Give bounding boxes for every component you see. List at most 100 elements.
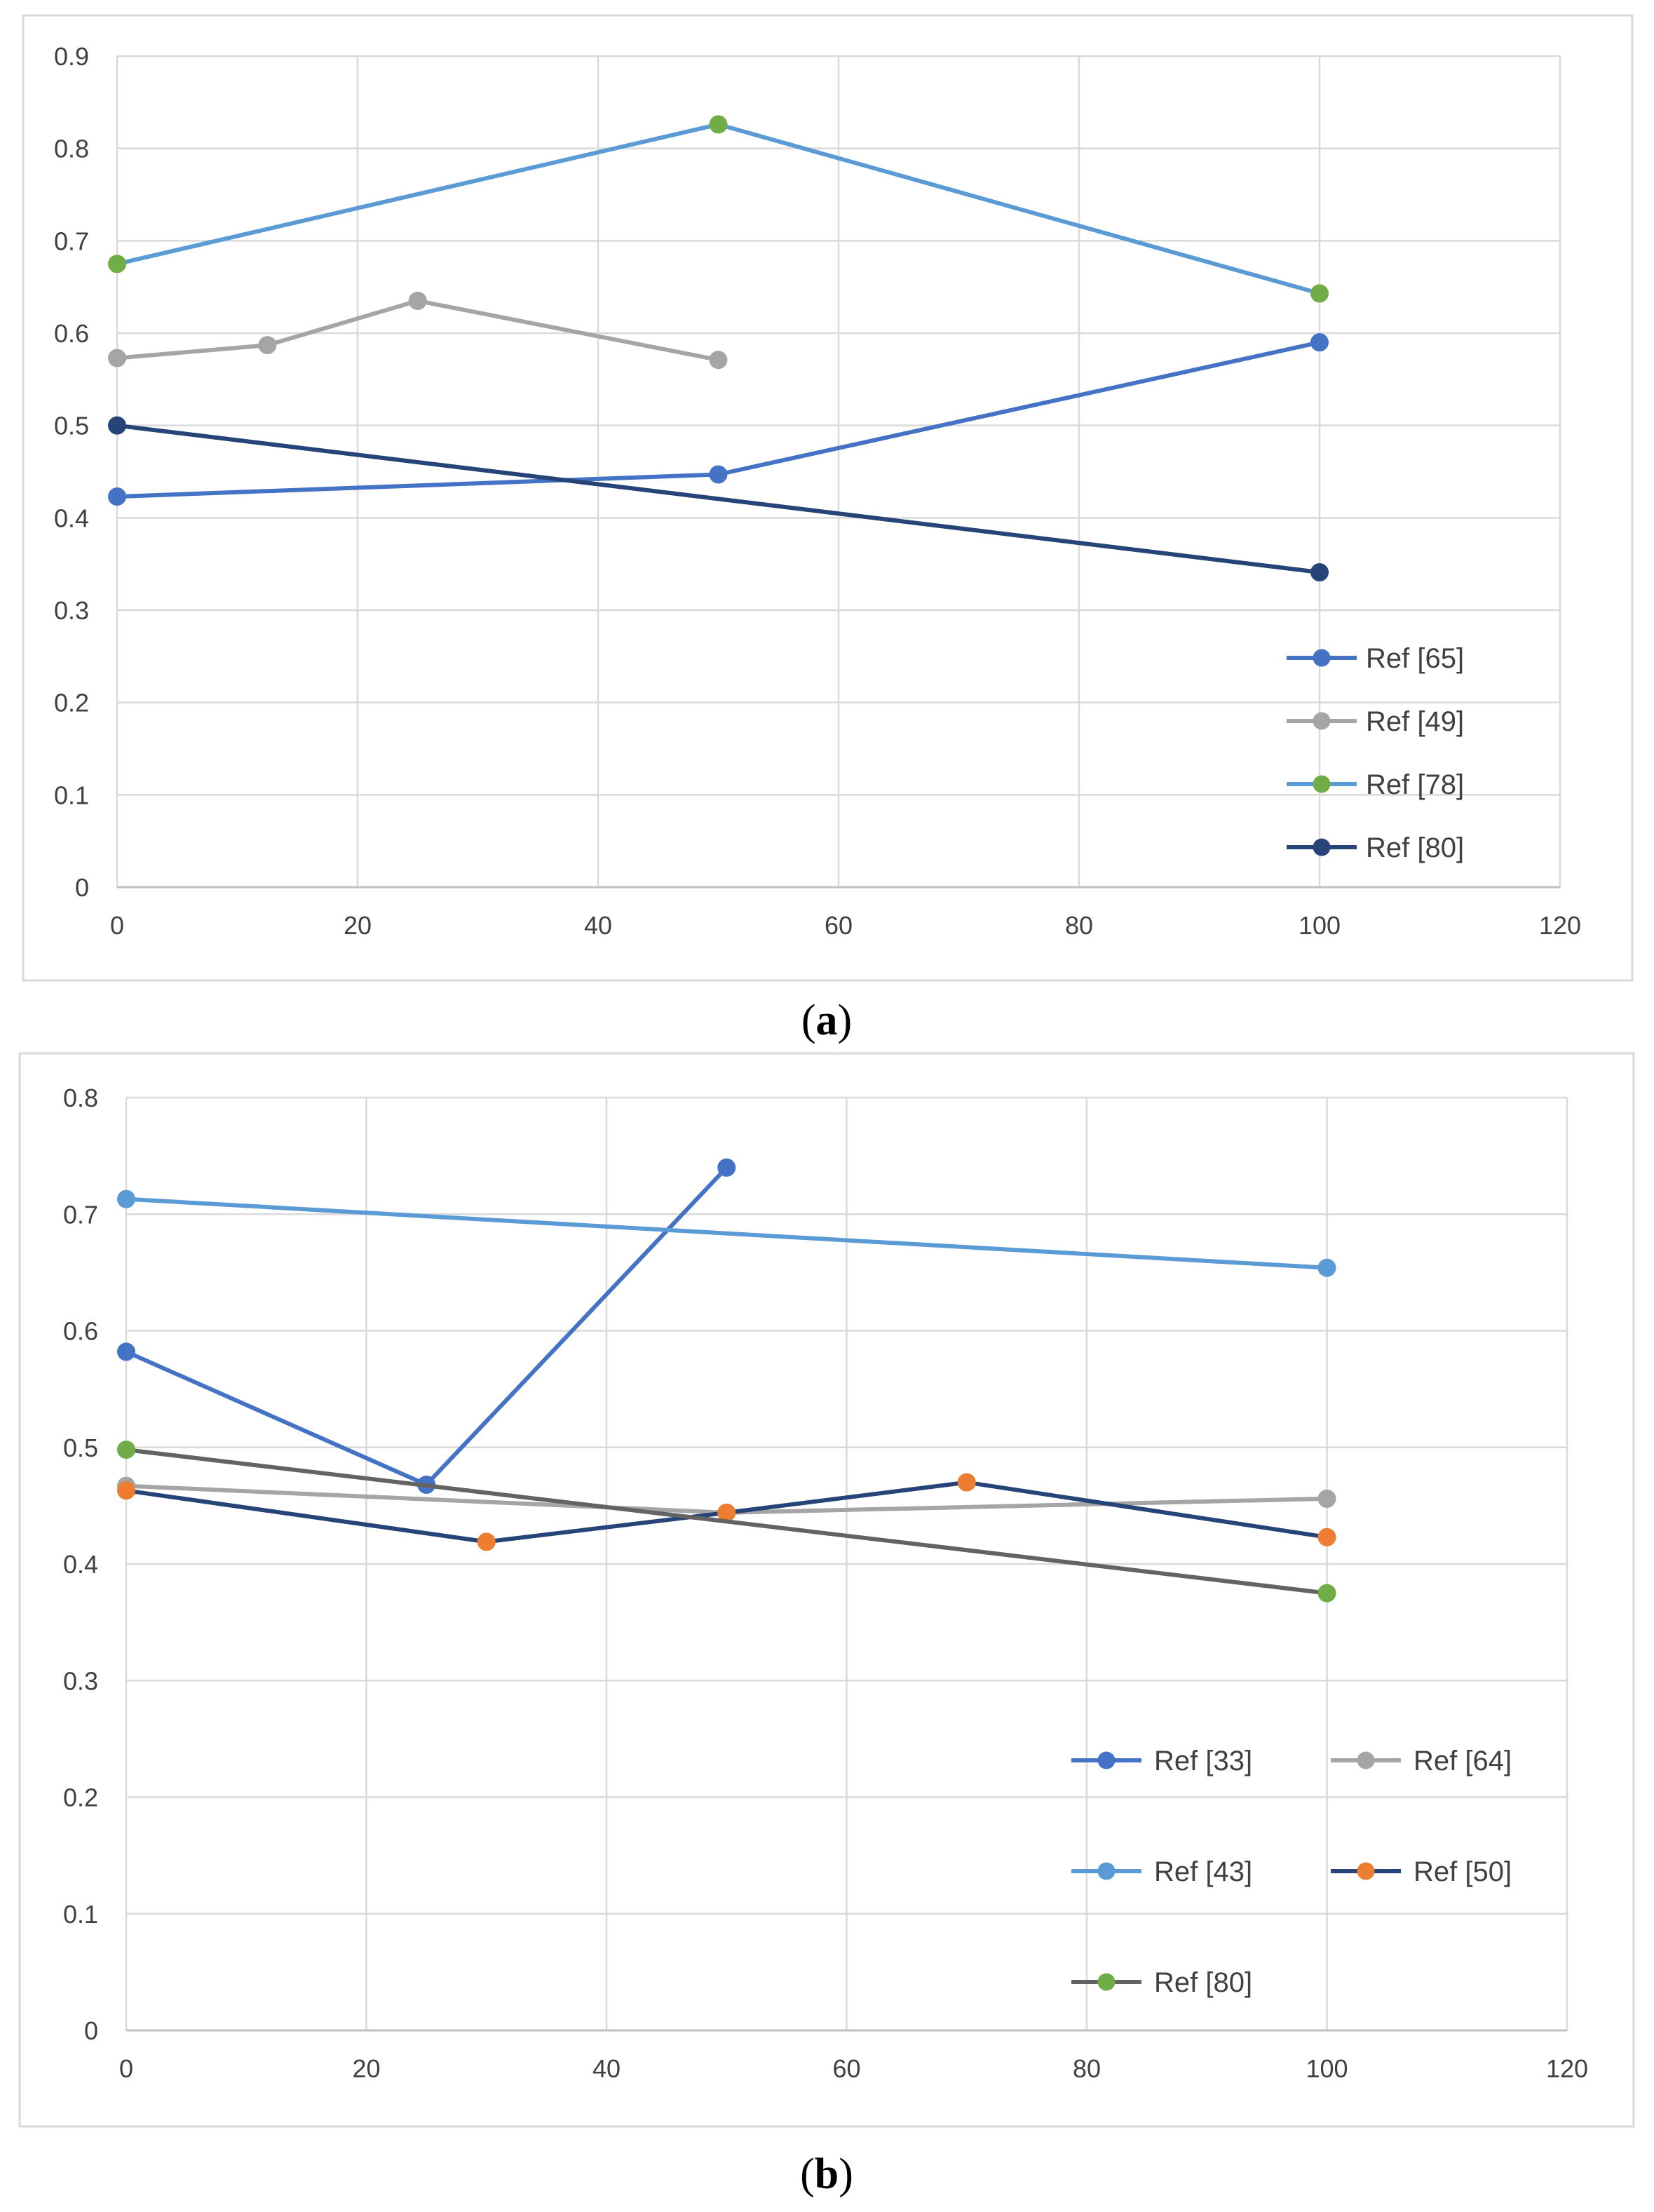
data-point [1310, 284, 1329, 303]
legend-label: Ref [65] [1366, 643, 1464, 674]
data-point [709, 351, 728, 370]
legend-label: Ref [78] [1366, 769, 1464, 800]
x-tick-label: 100 [1306, 2054, 1348, 2083]
legend-label: Ref [33] [1154, 1746, 1252, 1776]
data-point [1317, 1584, 1336, 1603]
data-point [709, 115, 728, 134]
legend-entry: Ref [78] [1287, 769, 1464, 800]
x-tick-label: 20 [344, 911, 372, 940]
caption-a: (a) [801, 997, 852, 1044]
y-tick-label: 0.6 [54, 319, 89, 348]
legend-entry: Ref [80] [1287, 832, 1464, 863]
series-line [124, 1448, 1329, 1596]
y-tick-label: 0.4 [63, 1550, 98, 1579]
series-ref-80 [117, 1441, 1336, 1603]
y-tick-label: 0.8 [63, 1084, 98, 1112]
y-tick-label: 0.7 [63, 1200, 98, 1229]
x-tick-label: 60 [832, 2054, 860, 2083]
legend-swatch-marker [1097, 1751, 1116, 1769]
data-point [117, 1342, 135, 1361]
x-tick-label: 120 [1546, 2054, 1588, 2083]
legend-label: Ref [49] [1366, 706, 1464, 737]
series-ref-50 [117, 1473, 1336, 1551]
data-point [117, 1441, 135, 1459]
y-tick-label: 0.1 [54, 781, 89, 809]
series-ref-65 [108, 333, 1329, 506]
legend-swatch-marker [1357, 1751, 1375, 1769]
y-tick-label: 0.5 [63, 1434, 98, 1462]
data-point [108, 349, 126, 367]
legend-entry: Ref [50] [1331, 1856, 1512, 1887]
data-point [108, 416, 126, 435]
series-ref-80 [108, 416, 1329, 582]
y-tick-label: 0.2 [54, 689, 89, 717]
x-tick-label: 20 [352, 2054, 380, 2083]
y-tick-label: 0.7 [54, 227, 89, 255]
legend-entry: Ref [33] [1071, 1746, 1252, 1776]
legend-entry: Ref [43] [1071, 1856, 1252, 1887]
x-tick-label: 80 [1073, 2054, 1101, 2083]
y-tick-label: 0 [75, 873, 89, 902]
x-tick-label: 100 [1299, 911, 1341, 940]
x-tick-label: 80 [1065, 911, 1093, 940]
chart-a-frame [22, 14, 1634, 982]
legend-swatch-marker [1313, 649, 1331, 667]
legend-swatch-marker [1313, 838, 1331, 856]
data-point [1310, 563, 1329, 582]
series-line [124, 1196, 1329, 1270]
legend-label: Ref [50] [1414, 1856, 1512, 1887]
chart-b: 0 0.1 0.2 0.3 0.4 0.5 0.6 0.7 0.8 0 20 40 60 80 100 120… [63, 1084, 1588, 2083]
data-point [117, 1189, 135, 1208]
y-tick-label: 0.6 [63, 1317, 98, 1346]
y-tick-label: 0.4 [54, 504, 89, 532]
y-tick-label: 0.1 [63, 1900, 98, 1929]
data-point [1317, 1258, 1336, 1277]
data-point [117, 1481, 135, 1500]
data-point [1317, 1528, 1336, 1546]
y-tick-label: 0 [84, 2016, 98, 2045]
chart-b-frame [18, 1052, 1635, 2128]
x-tick-label: 0 [110, 911, 124, 940]
x-tick-label: 40 [592, 2054, 621, 2083]
series-line [115, 423, 1322, 574]
data-point [709, 465, 728, 484]
legend-swatch-marker [1097, 1862, 1116, 1880]
legend-entry: Ref [49] [1287, 706, 1464, 737]
data-point [408, 291, 427, 310]
series-ref-78 [108, 115, 1329, 303]
legend: Ref [65] Ref [49] Ref [78] Ref [80] [1287, 643, 1464, 863]
legend-swatch-marker [1357, 1862, 1375, 1880]
y-tick-label: 0.5 [54, 412, 89, 440]
legend-label: Ref [64] [1414, 1746, 1512, 1776]
data-point [957, 1473, 976, 1492]
data-point [258, 336, 277, 355]
legend-label: Ref [43] [1154, 1856, 1252, 1887]
y-tick-label: 0.3 [63, 1666, 98, 1695]
legend-label: Ref [80] [1154, 1967, 1252, 1998]
data-point [717, 1158, 736, 1177]
legend-entry: Ref [80] [1071, 1967, 1252, 1998]
y-tick-label: 0.9 [54, 42, 89, 71]
legend-entry: Ref [64] [1331, 1746, 1512, 1776]
data-point [108, 255, 126, 274]
legend-entry: Ref [65] [1287, 643, 1464, 674]
data-point [477, 1532, 496, 1551]
y-tick-label: 0.3 [54, 596, 89, 625]
series-line [115, 298, 721, 363]
legend-label: Ref [80] [1366, 832, 1464, 863]
x-tick-label: 0 [119, 2054, 133, 2083]
data-point [1310, 333, 1329, 352]
x-tick-label: 120 [1539, 911, 1581, 940]
data-point [1317, 1489, 1336, 1508]
legend: Ref [33] Ref [64] Ref [43] Ref [50] Ref [80] [1071, 1746, 1512, 1998]
x-tick-label: 40 [584, 911, 612, 940]
caption-b: (b) [800, 2150, 853, 2198]
data-point [108, 487, 126, 506]
x-tick-label: 60 [825, 911, 853, 940]
y-tick-label: 0.8 [54, 135, 89, 163]
legend-swatch-marker [1313, 712, 1331, 730]
caption-b-letter: b [815, 2150, 839, 2198]
caption-a-letter: a [816, 997, 838, 1044]
series-ref-49 [108, 291, 728, 370]
